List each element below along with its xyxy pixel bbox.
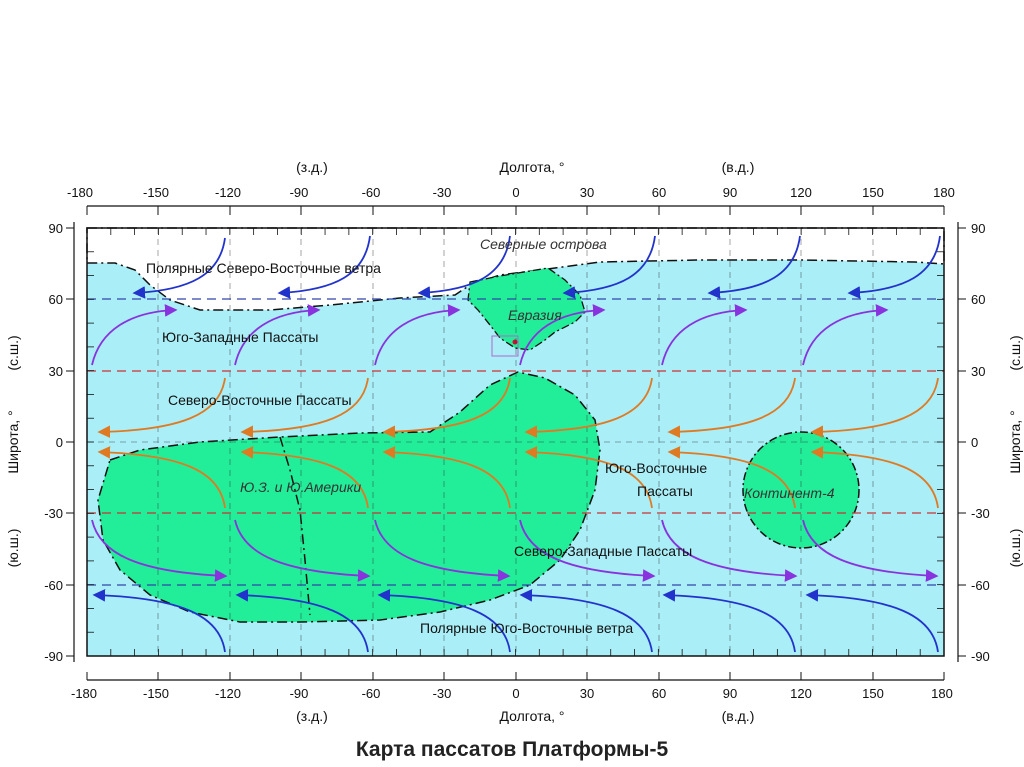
- tick-left-1: 90: [49, 221, 63, 236]
- y-axis-title-right: Широта, °: [1007, 410, 1023, 473]
- label-se-trades-1: Юго-Восточные: [605, 460, 707, 476]
- tick-left-4: 0: [56, 435, 63, 450]
- frame-bottom-minor-ticks: [110, 649, 921, 656]
- tick-right-3: 30: [971, 364, 985, 379]
- y-north-label-left: (с.ш.): [5, 335, 21, 370]
- tick-bottom-5: -60: [362, 686, 381, 701]
- eurasia-marker: [491, 335, 519, 357]
- x-east-label-bottom: (в.д.): [722, 708, 755, 724]
- frame-left-minor-ticks: [87, 251, 94, 633]
- tick-right-5: -30: [971, 506, 990, 521]
- tick-right-1: 90: [971, 221, 985, 236]
- map-caption: Карта пассатов Платформы-5: [355, 738, 669, 761]
- bottom-tick-labels: -180 -150 -120 -90 -60 -30 0 30 60 90 12…: [71, 686, 953, 701]
- frame-top-minor-ticks: [110, 228, 921, 235]
- right-axis-ticks: [958, 227, 966, 657]
- tick-bottom-13: 180: [931, 686, 953, 701]
- label-polar-ne: Полярные Северо-Восточные ветра: [146, 260, 381, 276]
- label-sw-trades: Юго-Западные Пассаты: [162, 329, 318, 345]
- top-tick-labels: -180 -150 -120 -90 -60 -30 0 30 60 90 12…: [67, 185, 955, 200]
- tick-top-3: -120: [215, 185, 241, 200]
- label-se-trades-2: Пассаты: [637, 483, 693, 499]
- tick-right-4: 0: [971, 435, 978, 450]
- wind-trade-north: [97, 377, 939, 439]
- x-axis-title-top: Долгота, °: [500, 159, 565, 175]
- tick-top-9: 60: [652, 185, 666, 200]
- wind-westerly-north: [91, 304, 889, 366]
- wind-polar-north: [132, 235, 941, 299]
- tick-right-7: -90: [971, 649, 990, 664]
- wind-westerly-south: [91, 519, 939, 582]
- eurasia-point: [512, 339, 518, 345]
- label-eurasia: Евразия: [508, 307, 562, 323]
- tick-left-2: 60: [49, 292, 63, 307]
- y-axis-title-left: Широта, °: [5, 410, 21, 473]
- tick-top-2: -150: [143, 185, 169, 200]
- tick-bottom-3: -120: [215, 686, 241, 701]
- tick-top-6: -30: [433, 185, 452, 200]
- x-axis-title-bottom: Долгота, °: [500, 708, 565, 724]
- tick-right-6: -60: [971, 578, 990, 593]
- tick-bottom-2: -150: [143, 686, 169, 701]
- tick-top-10: 90: [723, 185, 737, 200]
- tick-top-7: 0: [512, 185, 519, 200]
- bottom-axis-ticks: [86, 672, 945, 680]
- tick-left-3: 30: [49, 364, 63, 379]
- south-america-divider: [279, 436, 311, 616]
- wind-polar-south: [92, 589, 939, 653]
- left-axis-ticks: [66, 227, 74, 657]
- tick-bottom-12: 150: [862, 686, 884, 701]
- x-east-label-top: (в.д.): [722, 159, 755, 175]
- tick-bottom-9: 60: [652, 686, 666, 701]
- tick-bottom-1: -180: [71, 686, 97, 701]
- label-sw-namerica: Ю.З. и Ю.Америки: [240, 479, 361, 495]
- tick-top-12: 150: [862, 185, 884, 200]
- wind-trade-south: [97, 446, 939, 509]
- tick-top-13: 180: [933, 185, 955, 200]
- tick-right-2: 60: [971, 292, 985, 307]
- y-south-label-left: (ю.ш.): [5, 529, 21, 568]
- tick-bottom-11: 120: [790, 686, 812, 701]
- tick-left-7: -90: [44, 649, 63, 664]
- tick-bottom-7: 0: [512, 686, 519, 701]
- y-north-label-right: (с.ш.): [1007, 335, 1023, 370]
- tick-bottom-8: 30: [580, 686, 594, 701]
- label-continent-4: Континент-4: [744, 485, 835, 501]
- y-south-label-right: (ю.ш.): [1007, 529, 1023, 568]
- tick-bottom-10: 90: [723, 686, 737, 701]
- label-nw-trades: Северо-Западные Пассаты: [514, 543, 692, 559]
- label-north-islands: Северные острова: [480, 236, 607, 252]
- top-axis-ticks: [86, 206, 945, 215]
- frame-right-minor-ticks: [937, 251, 944, 633]
- x-west-label-top: (з.д.): [296, 159, 328, 175]
- x-west-label-bottom: (з.д.): [296, 708, 328, 724]
- eurasia-continent: [467, 267, 586, 351]
- tick-top-1: -180: [67, 185, 93, 200]
- tick-left-5: -30: [44, 506, 63, 521]
- tick-top-8: 30: [580, 185, 594, 200]
- right-tick-labels: 90 60 30 0 -30 -60 -90: [971, 221, 990, 664]
- north-polar-cap: [86, 227, 945, 311]
- tick-left-6: -60: [44, 578, 63, 593]
- label-polar-se: Полярные Юго-Восточные ветра: [420, 620, 633, 636]
- tick-top-5: -60: [362, 185, 381, 200]
- tick-bottom-4: -90: [290, 686, 309, 701]
- left-tick-labels: 90 60 30 0 -30 -60 -90: [44, 221, 63, 664]
- tick-top-11: 120: [790, 185, 812, 200]
- tick-top-4: -90: [290, 185, 309, 200]
- tick-bottom-6: -30: [433, 686, 452, 701]
- label-ne-trades: Северо-Восточные Пассаты: [168, 392, 352, 408]
